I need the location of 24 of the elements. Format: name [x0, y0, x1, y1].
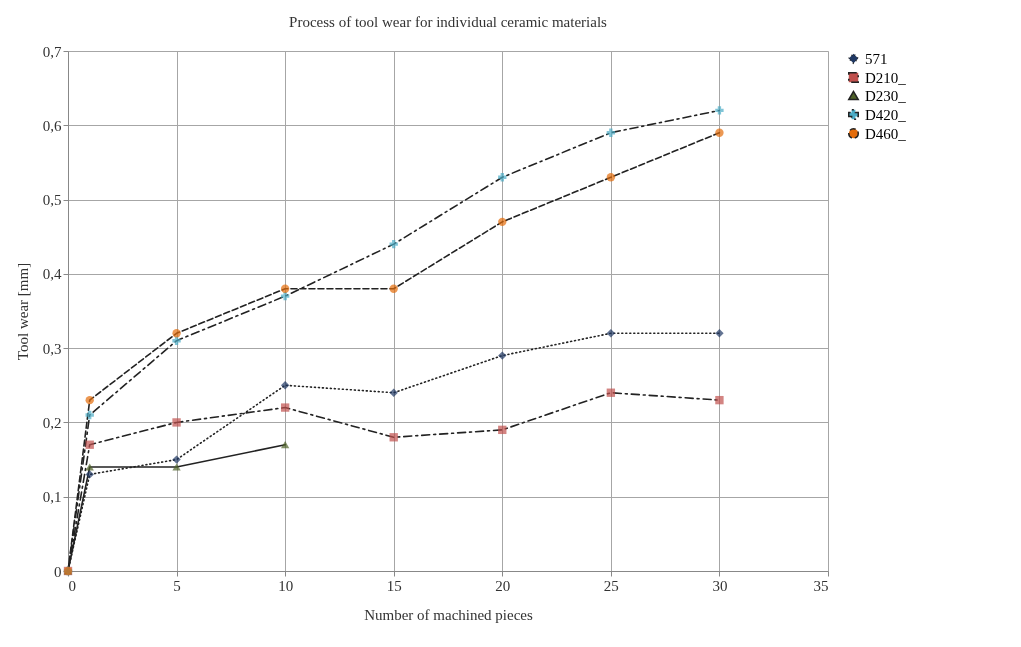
x-tick-label: 10: [278, 577, 294, 594]
x-tick-label: 0: [68, 577, 76, 594]
x-tick-label: 20: [495, 577, 511, 594]
legend-label: D460_: [865, 125, 907, 142]
y-tick-label: 0,4: [42, 266, 62, 283]
y-tick-label: 0,1: [42, 489, 62, 506]
y-tick-label: 0,6: [42, 117, 62, 134]
legend-label: D210_: [865, 69, 907, 86]
legend-label: D230_: [865, 87, 907, 104]
y-tick-label: 0,2: [42, 414, 62, 431]
y-tick-label: 0: [54, 563, 62, 580]
x-tick-label: 15: [386, 577, 402, 594]
y-axis-title: Tool wear [mm]: [14, 262, 31, 361]
x-tick-label: 25: [603, 577, 619, 594]
legend-label: D420_: [865, 106, 907, 123]
x-axis-title: Number of machined pieces: [364, 606, 533, 623]
chart-title: Process of tool wear for individual ceramic materials: [289, 14, 608, 30]
y-tick-label: 0,5: [42, 192, 62, 209]
x-tick-label: 5: [173, 577, 181, 594]
legend-label: 571: [865, 50, 888, 67]
x-tick-label: 35: [813, 577, 829, 594]
x-tick-label: 30: [712, 577, 728, 594]
y-tick-label: 0,7: [42, 43, 62, 60]
y-tick-label: 0,3: [42, 340, 62, 357]
